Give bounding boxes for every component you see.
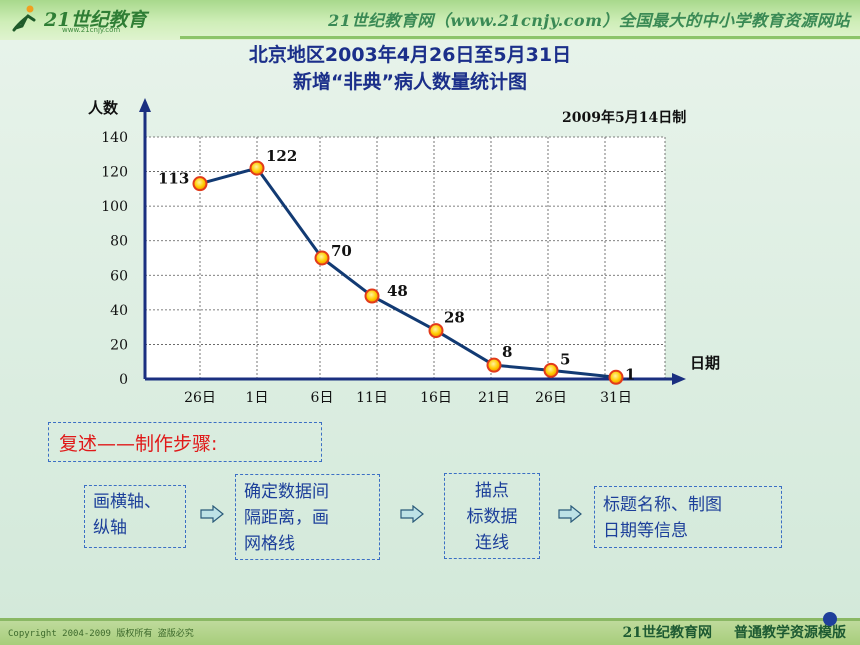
x-tick-labels: 26日 1日 6日 11日 16日 21日 26日 31日 [184, 390, 632, 406]
x-tick-label: 16日 [420, 390, 452, 406]
chart-title: 北京地区2003年4月26日至5月31日 新增“非典”病人数量统计图 [200, 42, 620, 96]
running-figure-icon [12, 5, 36, 32]
data-point [543, 362, 559, 378]
data-label: 8 [502, 343, 512, 361]
x-tick-label: 21日 [478, 390, 510, 406]
step-1-box: 画横轴、 纵轴 [84, 485, 186, 548]
data-label: 122 [266, 147, 297, 165]
step-2-line-2: 隔距离，画 [244, 508, 329, 528]
series-line [199, 166, 617, 379]
x-axis-arrow-icon [672, 373, 686, 385]
chart-title-line2: 新增“非典”病人数量统计图 [293, 71, 527, 93]
recap-box: 复述——制作步骤: [48, 422, 322, 462]
step-arrow-icon [558, 505, 582, 523]
y-tick-label: 0 [119, 372, 128, 388]
y-tick-labels: 0 20 40 60 80 100 120 140 [101, 130, 128, 388]
nav-dot-icon[interactable] [823, 612, 837, 626]
step-arrow-icon [400, 505, 424, 523]
y-tick-label: 140 [101, 130, 128, 146]
logo-url: www.21cnjy.com [62, 26, 121, 34]
data-point [486, 357, 502, 373]
x-tick-label: 31日 [600, 390, 632, 406]
data-point [192, 176, 208, 192]
x-tick-label: 11日 [356, 390, 388, 406]
step-3-box: 描点 标数据 连线 [444, 473, 540, 559]
chart-title-line1: 北京地区2003年4月26日至5月31日 [248, 44, 572, 66]
step-4-line-2: 日期等信息 [603, 521, 688, 541]
data-label: 1 [625, 365, 635, 383]
logo-text: 21世纪教育 [44, 9, 147, 31]
data-point [428, 323, 444, 339]
footer-divider [0, 618, 860, 621]
data-labels: 113 122 70 48 28 8 5 1 [158, 147, 635, 383]
y-axis-arrow-icon [139, 98, 151, 112]
copyright-text: Copyright 2004-2009 版权所有 盗版必究 [8, 629, 194, 639]
y-axis [139, 98, 151, 379]
data-point [249, 160, 265, 176]
recap-label: 复述——制作步骤: [59, 433, 218, 455]
header-slogan: 21世纪教育网（www.21cnjy.com）全国最大的中小学教育资源网站 [328, 11, 850, 30]
footer-bar [0, 618, 860, 645]
step-4-line-1: 标题名称、制图 [603, 495, 722, 515]
grid-lines [145, 136, 666, 379]
y-tick-label: 120 [101, 165, 128, 181]
data-label: 113 [158, 170, 189, 188]
step-2-line-3: 网格线 [244, 534, 295, 554]
step-3-line-1: 描点 [475, 481, 509, 501]
data-label: 48 [387, 282, 408, 300]
header-banner [0, 0, 860, 40]
y-tick-label: 20 [110, 337, 128, 353]
footer-tagline: 普通教学资源模版 [734, 625, 846, 641]
step-1-line-1: 画横轴、 [93, 492, 161, 512]
chart-made-date: 2009年5月14日制 [562, 110, 687, 126]
x-tick-label: 26日 [184, 390, 216, 406]
step-2-line-1: 确定数据间 [244, 482, 329, 502]
plot-area [145, 137, 665, 379]
y-tick-label: 60 [110, 268, 128, 284]
x-tick-label: 6日 [311, 390, 334, 406]
data-point [314, 250, 330, 266]
step-4-box: 标题名称、制图 日期等信息 [594, 486, 782, 548]
data-points [192, 160, 624, 385]
step-3-line-3: 连线 [475, 533, 509, 553]
data-point [608, 369, 624, 385]
y-tick-label: 80 [110, 234, 128, 250]
data-point [364, 288, 380, 304]
data-label: 5 [560, 350, 570, 368]
header-divider [180, 36, 860, 39]
site-logo[interactable]: 21世纪教育 www.21cnjy.com [10, 4, 170, 34]
x-tick-label: 1日 [246, 390, 269, 406]
x-axis-label: 日期 [690, 354, 720, 372]
data-label: 70 [331, 242, 352, 260]
y-axis-label: 人数 [88, 99, 119, 117]
footer-branding: 21世纪教育网 普通教学资源模版 [623, 622, 846, 642]
data-label: 28 [444, 309, 465, 327]
x-tick-label: 26日 [535, 390, 567, 406]
y-tick-label: 40 [110, 303, 128, 319]
step-3-line-2: 标数据 [466, 507, 518, 527]
x-axis [145, 373, 686, 385]
footer-site: 21世纪教育网 [622, 625, 712, 641]
step-arrow-icon [200, 505, 224, 523]
y-tick-label: 100 [101, 199, 128, 215]
step-2-box: 确定数据间 隔距离，画 网格线 [235, 474, 380, 560]
step-1-line-2: 纵轴 [93, 518, 127, 538]
